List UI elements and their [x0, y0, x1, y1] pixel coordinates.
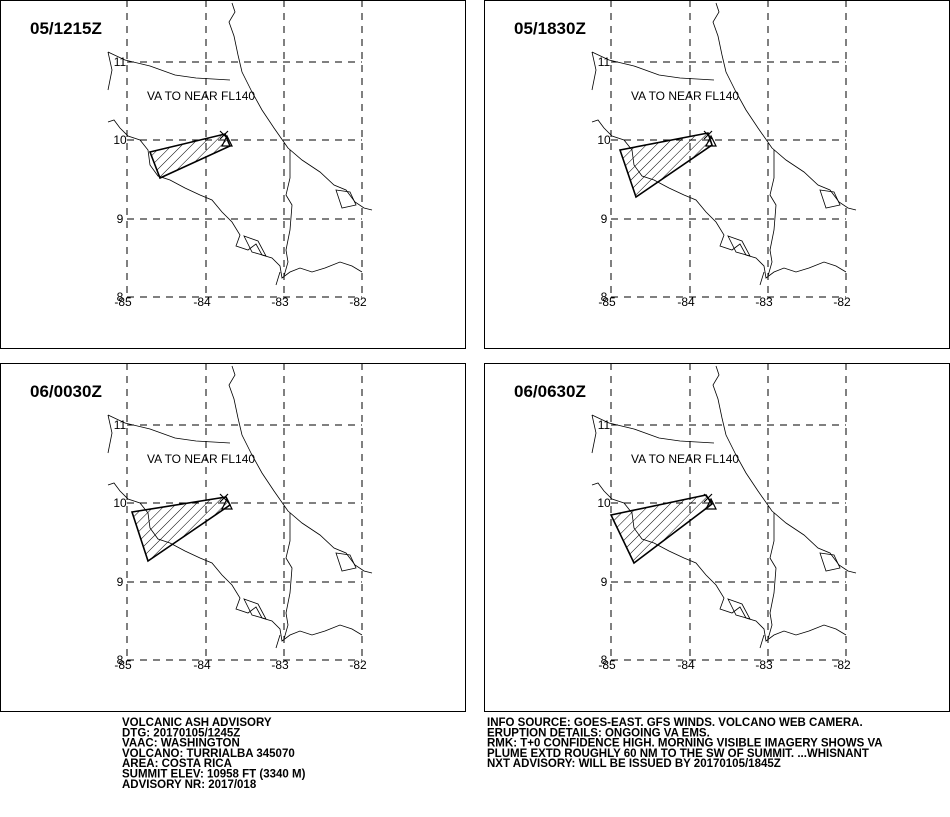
- lon-label: -83: [271, 295, 289, 309]
- lat-label: 10: [113, 133, 127, 147]
- panel-time: 05/1830Z: [514, 19, 586, 38]
- lon-label: -83: [755, 658, 773, 672]
- volcano-marker: [221, 134, 233, 147]
- coastline: [591, 51, 777, 286]
- volcano-x: [219, 493, 229, 503]
- volcano-x: [703, 493, 713, 503]
- lat-label: 11: [114, 55, 127, 69]
- ash-area: [130, 496, 232, 563]
- lon-label: -85: [114, 295, 132, 309]
- island: [819, 552, 841, 572]
- panel-time: 06/0030Z: [30, 382, 102, 401]
- coastline: [591, 51, 847, 279]
- island: [819, 189, 841, 209]
- advisory-line: ERUPTION DETAILS: ONGOING VA EMS.: [487, 727, 710, 739]
- island: [727, 598, 751, 620]
- lon-label: -85: [598, 658, 616, 672]
- volcano-x: [703, 130, 713, 140]
- island: [727, 235, 751, 257]
- panel-note: VA TO NEAR FL140: [147, 89, 255, 103]
- map-panel: 11 10 9 8-85 -84 -83 -82 05/1215Z VA TO NEAR FL1…: [0, 0, 466, 349]
- lat-label: 8: [601, 290, 608, 304]
- lat-label: 9: [601, 575, 608, 589]
- coastline: [107, 51, 293, 286]
- lon-label: -82: [833, 295, 851, 309]
- advisory-line: RMK: T+0 CONFIDENCE HIGH. MORNING VISIBL…: [487, 738, 883, 750]
- ash-area: [148, 133, 232, 180]
- advisory-line: DTG: 20170105/1245Z: [122, 727, 240, 739]
- lat-label: 9: [601, 212, 608, 226]
- lon-label: -83: [271, 658, 289, 672]
- volcano-marker: [705, 497, 717, 510]
- map-panel: 11 10 9 8-85 -84 -83 -82 05/1830Z VA TO NEAR FL1…: [484, 0, 950, 349]
- advisory-line: VOLCANO: TURRIALBA 345070: [122, 748, 295, 760]
- advisory-line: PLUME EXTD ROUGHLY 60 NM TO THE SW OF SU…: [487, 748, 869, 760]
- lat-label: 9: [117, 212, 124, 226]
- volcano-marker: [221, 497, 233, 510]
- lat-label: 8: [117, 653, 124, 667]
- lon-label: -84: [677, 295, 695, 309]
- coastline: [712, 2, 857, 211]
- lat-label: 11: [598, 55, 611, 69]
- coastline: [591, 414, 847, 642]
- panel-frame: [0, 363, 466, 712]
- advisory-line: VAAC: WASHINGTON: [122, 738, 240, 750]
- advisory-line: NXT ADVISORY: WILL BE ISSUED BY 20170105…: [487, 758, 781, 770]
- island: [243, 235, 267, 257]
- panel-frame: [0, 0, 466, 349]
- island: [335, 189, 357, 209]
- lon-label: -83: [755, 295, 773, 309]
- map-panel: 11 10 9 8-85 -84 -83 -82 06/0630Z VA TO NEAR FL1…: [484, 363, 950, 712]
- advisory-line: SUMMIT ELEV: 10958 FT (3340 M): [122, 769, 306, 781]
- lon-label: -85: [598, 295, 616, 309]
- island: [335, 552, 357, 572]
- lat-label: 9: [117, 575, 124, 589]
- advisory-line: ADVISORY NR: 2017/018: [122, 779, 257, 791]
- volcano-x: [219, 130, 229, 140]
- lon-label: -85: [114, 658, 132, 672]
- panel-frame: [484, 0, 950, 349]
- lat-label: 11: [598, 418, 611, 432]
- lon-label: -84: [193, 295, 211, 309]
- ash-area: [609, 494, 714, 565]
- lon-label: -82: [349, 658, 367, 672]
- lon-label: -82: [833, 658, 851, 672]
- advisory-line: AREA: COSTA RICA: [122, 758, 232, 770]
- panel-frame: [484, 363, 950, 712]
- lat-label: 10: [597, 133, 611, 147]
- coastline: [591, 414, 777, 649]
- panel-note: VA TO NEAR FL140: [631, 452, 739, 466]
- coastline: [228, 365, 373, 574]
- lat-label: 8: [117, 290, 124, 304]
- ash-area: [618, 132, 713, 199]
- volcano-marker: [705, 134, 717, 147]
- advisory-line: INFO SOURCE: GOES-EAST. GFS WINDS. VOLCA…: [487, 717, 863, 729]
- island: [243, 598, 267, 620]
- map-panel: 11 10 9 8-85 -84 -83 -82 06/0030Z VA TO NEAR FL1…: [0, 363, 466, 712]
- panel-note: VA TO NEAR FL140: [147, 452, 255, 466]
- panel-time: 05/1215Z: [30, 19, 102, 38]
- coastline: [228, 2, 373, 211]
- lat-label: 11: [114, 418, 127, 432]
- lon-label: -82: [349, 295, 367, 309]
- lon-label: -84: [193, 658, 211, 672]
- coastline: [107, 51, 363, 279]
- coastline: [107, 414, 293, 649]
- advisory-line: VOLCANIC ASH ADVISORY: [122, 717, 272, 729]
- lat-label: 10: [597, 496, 611, 510]
- lat-label: 10: [113, 496, 127, 510]
- coastline: [712, 365, 857, 574]
- lon-label: -84: [677, 658, 695, 672]
- panel-note: VA TO NEAR FL140: [631, 89, 739, 103]
- panel-time: 06/0630Z: [514, 382, 586, 401]
- lat-label: 8: [601, 653, 608, 667]
